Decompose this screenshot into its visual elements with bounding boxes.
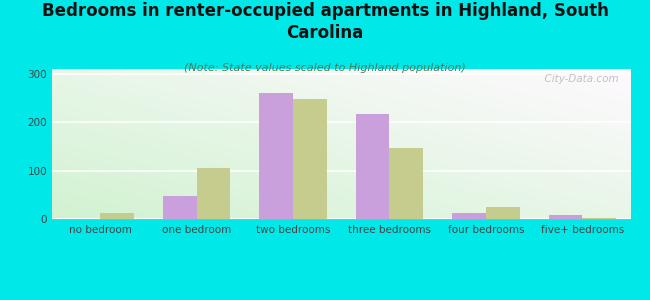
Bar [356, 113, 389, 219]
Text: Bedrooms in renter-occupied apartments in Highland, South
Carolina: Bedrooms in renter-occupied apartments i… [42, 2, 608, 42]
Bar [549, 215, 582, 219]
Text: (Note: State values scaled to Highland population): (Note: State values scaled to Highland p… [184, 63, 466, 73]
Bar [259, 93, 293, 219]
Bar [486, 207, 519, 219]
Bar [163, 196, 196, 219]
Bar [452, 213, 486, 219]
Text: City-Data.com: City-Data.com [538, 74, 619, 83]
Bar [100, 213, 134, 219]
Bar [389, 148, 423, 219]
Bar [582, 218, 616, 219]
Bar [196, 168, 230, 219]
Bar [293, 99, 327, 219]
